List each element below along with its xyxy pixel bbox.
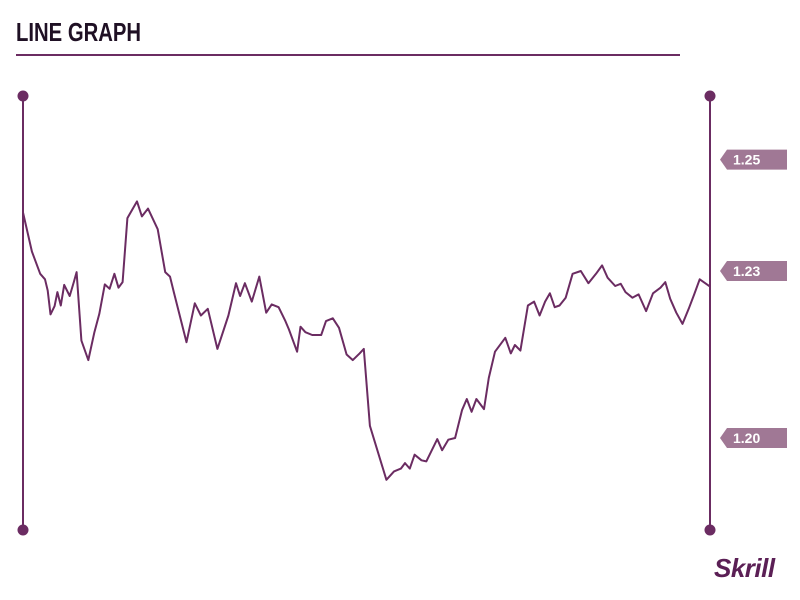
chart-axes — [17, 90, 716, 536]
y-tick-tags: 1.25 1.23 1.20 — [720, 149, 787, 448]
y-tick-label: 1.23 — [733, 263, 760, 279]
y-tick-tag — [720, 260, 787, 281]
y-tick-tag — [720, 149, 787, 170]
title-underline — [16, 54, 680, 56]
skrill-logo: Skrill — [714, 553, 775, 583]
series-line — [22, 200, 711, 481]
y-tick-label: 1.25 — [733, 152, 760, 168]
y-tick-tag — [720, 428, 787, 448]
right-axis-top-dot — [704, 90, 716, 102]
chart-title: LINE GRAPH — [16, 17, 142, 47]
y-tick-label: 1.20 — [733, 430, 760, 446]
right-axis-bottom-dot — [704, 524, 716, 536]
left-axis-bottom-dot — [17, 524, 29, 536]
left-axis-top-dot — [17, 90, 29, 102]
